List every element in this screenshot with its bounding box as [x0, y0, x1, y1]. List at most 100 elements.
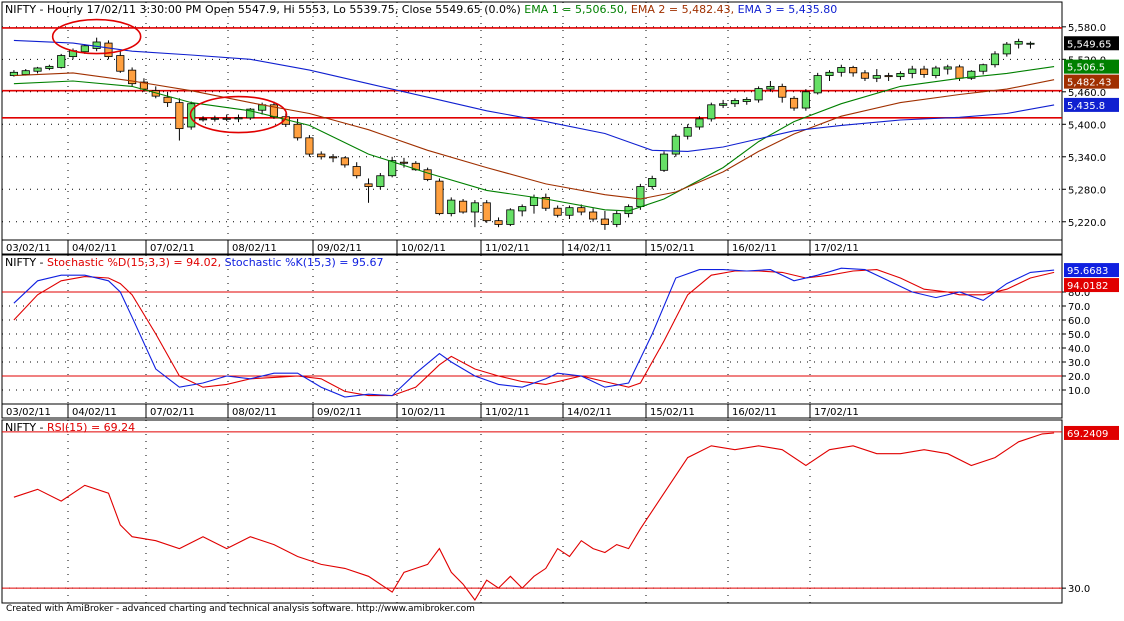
stochastic-panel[interactable]: 10.0 20.0 30.0 40.0 50.0 60.0 70.0 80.0 NIFTY - …: [1, 254, 1119, 419]
last-value-label: 69.2409: [1067, 429, 1108, 440]
candle-body: [518, 206, 527, 212]
plot-frame: [1, 254, 1063, 405]
candle-body: [872, 75, 881, 79]
candle-body: [600, 218, 609, 225]
date-label: 15/02/11: [650, 407, 695, 418]
candle-body: [80, 45, 89, 53]
candle-body: [128, 69, 137, 85]
last-value-label: 5,482.43: [1067, 78, 1112, 89]
y-tick-label: 40.0: [1068, 344, 1090, 355]
ema3-line: [13, 39, 1055, 152]
candle-body: [116, 55, 125, 72]
candle-body: [565, 207, 574, 216]
candle-body: [328, 156, 338, 159]
price-panel[interactable]: 5,220.05,280.05,340.05,400.05,460.05,520…: [1, 1, 1119, 255]
y-tick-label: 20.0: [1068, 372, 1090, 383]
date-axis: [1, 239, 1063, 255]
candle-body: [104, 42, 113, 58]
date-label: 09/02/11: [317, 407, 362, 418]
candle-body: [931, 67, 940, 76]
date-label: 07/02/11: [150, 243, 195, 254]
panel-title-part: NIFTY -: [5, 256, 47, 269]
y-tick-label: 30.0: [1068, 584, 1090, 595]
candle-body: [529, 196, 539, 206]
candle-body: [352, 166, 361, 177]
panel-title: NIFTY - Stochastic %D(15,3,3) = 94.02, S…: [5, 256, 384, 269]
last-value-badge: [1064, 97, 1119, 112]
candle-body: [553, 207, 562, 216]
candle-body: [695, 118, 704, 128]
candle-body: [837, 67, 846, 73]
last-value-label: 5,435.8: [1067, 101, 1105, 112]
panel-title: NIFTY - RSI(15) = 69.24: [5, 421, 135, 434]
candle-body: [778, 85, 787, 98]
date-label: 11/02/11: [485, 243, 530, 254]
date-label: 04/02/11: [72, 243, 117, 254]
candle-body: [364, 183, 373, 187]
date-label: 08/02/11: [232, 243, 277, 254]
candle-body: [636, 186, 645, 207]
candle-body: [1014, 41, 1023, 45]
candle-body: [163, 96, 172, 104]
candle-body: [340, 157, 349, 166]
last-value-label: 5,506.5: [1067, 63, 1105, 74]
candle-body: [707, 104, 716, 120]
candle-body: [577, 207, 586, 213]
last-value-label: 95.6683: [1067, 266, 1108, 277]
last-value-badge: [1064, 263, 1119, 278]
candle-body: [222, 117, 231, 120]
candle-body: [1026, 42, 1035, 45]
y-tick-label: 80.0: [1068, 288, 1090, 299]
candle-body: [175, 102, 184, 130]
candle-body: [388, 160, 397, 177]
candle-body: [317, 153, 326, 158]
date-label: 15/02/11: [650, 243, 695, 254]
panel-title-part: Stochastic %K(15,3) = 95.67: [221, 256, 383, 269]
date-label: 04/02/11: [72, 407, 117, 418]
y-tick-label: 5,340.0: [1068, 153, 1106, 164]
candle-body: [447, 199, 456, 215]
panel-title-part: Stochastic %D(15,3,3) = 94.02,: [47, 256, 221, 269]
candle-body: [789, 97, 799, 109]
candle-body: [967, 70, 976, 79]
footer-credit: Created with AmiBroker - advanced charti…: [6, 604, 475, 614]
candle-body: [813, 75, 822, 94]
panel-title-part: NIFTY -: [5, 421, 47, 434]
candle-body: [435, 180, 444, 215]
candle-body: [648, 178, 657, 187]
candle-body: [305, 137, 314, 155]
candle-body: [198, 118, 208, 121]
y-tick-label: 50.0: [1068, 330, 1090, 341]
candle-body: [860, 72, 870, 79]
candle-body: [719, 103, 728, 106]
series-line: [13, 432, 1055, 601]
candle-body: [955, 66, 964, 79]
candle-body: [45, 65, 54, 69]
y-tick-label: 60.0: [1068, 316, 1090, 327]
ema2-line: [13, 72, 1055, 200]
candle-body: [470, 202, 479, 213]
candle-body: [92, 41, 101, 49]
y-tick-label: 10.0: [1068, 386, 1090, 397]
series-line: [13, 267, 1055, 398]
date-label: 14/02/11: [567, 243, 612, 254]
candle-body: [825, 71, 834, 76]
candle-body: [671, 135, 680, 155]
date-label: 14/02/11: [567, 407, 612, 418]
candle-body: [1002, 43, 1011, 55]
last-value-label: 94.0182: [1067, 281, 1108, 292]
date-label: 07/02/11: [150, 407, 195, 418]
candle-body: [210, 117, 219, 120]
date-label: 03/02/11: [6, 407, 51, 418]
rsi-panel[interactable]: 30.0 NIFTY - RSI(15) = 69.24 69.2409: [1, 419, 1119, 604]
candle-body: [246, 108, 255, 119]
panel-title-part: EMA 2 = 5,482.43,: [627, 3, 734, 16]
candle-body: [293, 123, 302, 139]
candle-body: [920, 68, 929, 75]
candle-body: [908, 68, 917, 74]
date-label: 08/02/11: [232, 407, 277, 418]
panel-title-part: EMA 3 = 5,435.80: [734, 3, 837, 16]
candle-body: [896, 72, 905, 78]
date-label: 17/02/11: [814, 407, 859, 418]
